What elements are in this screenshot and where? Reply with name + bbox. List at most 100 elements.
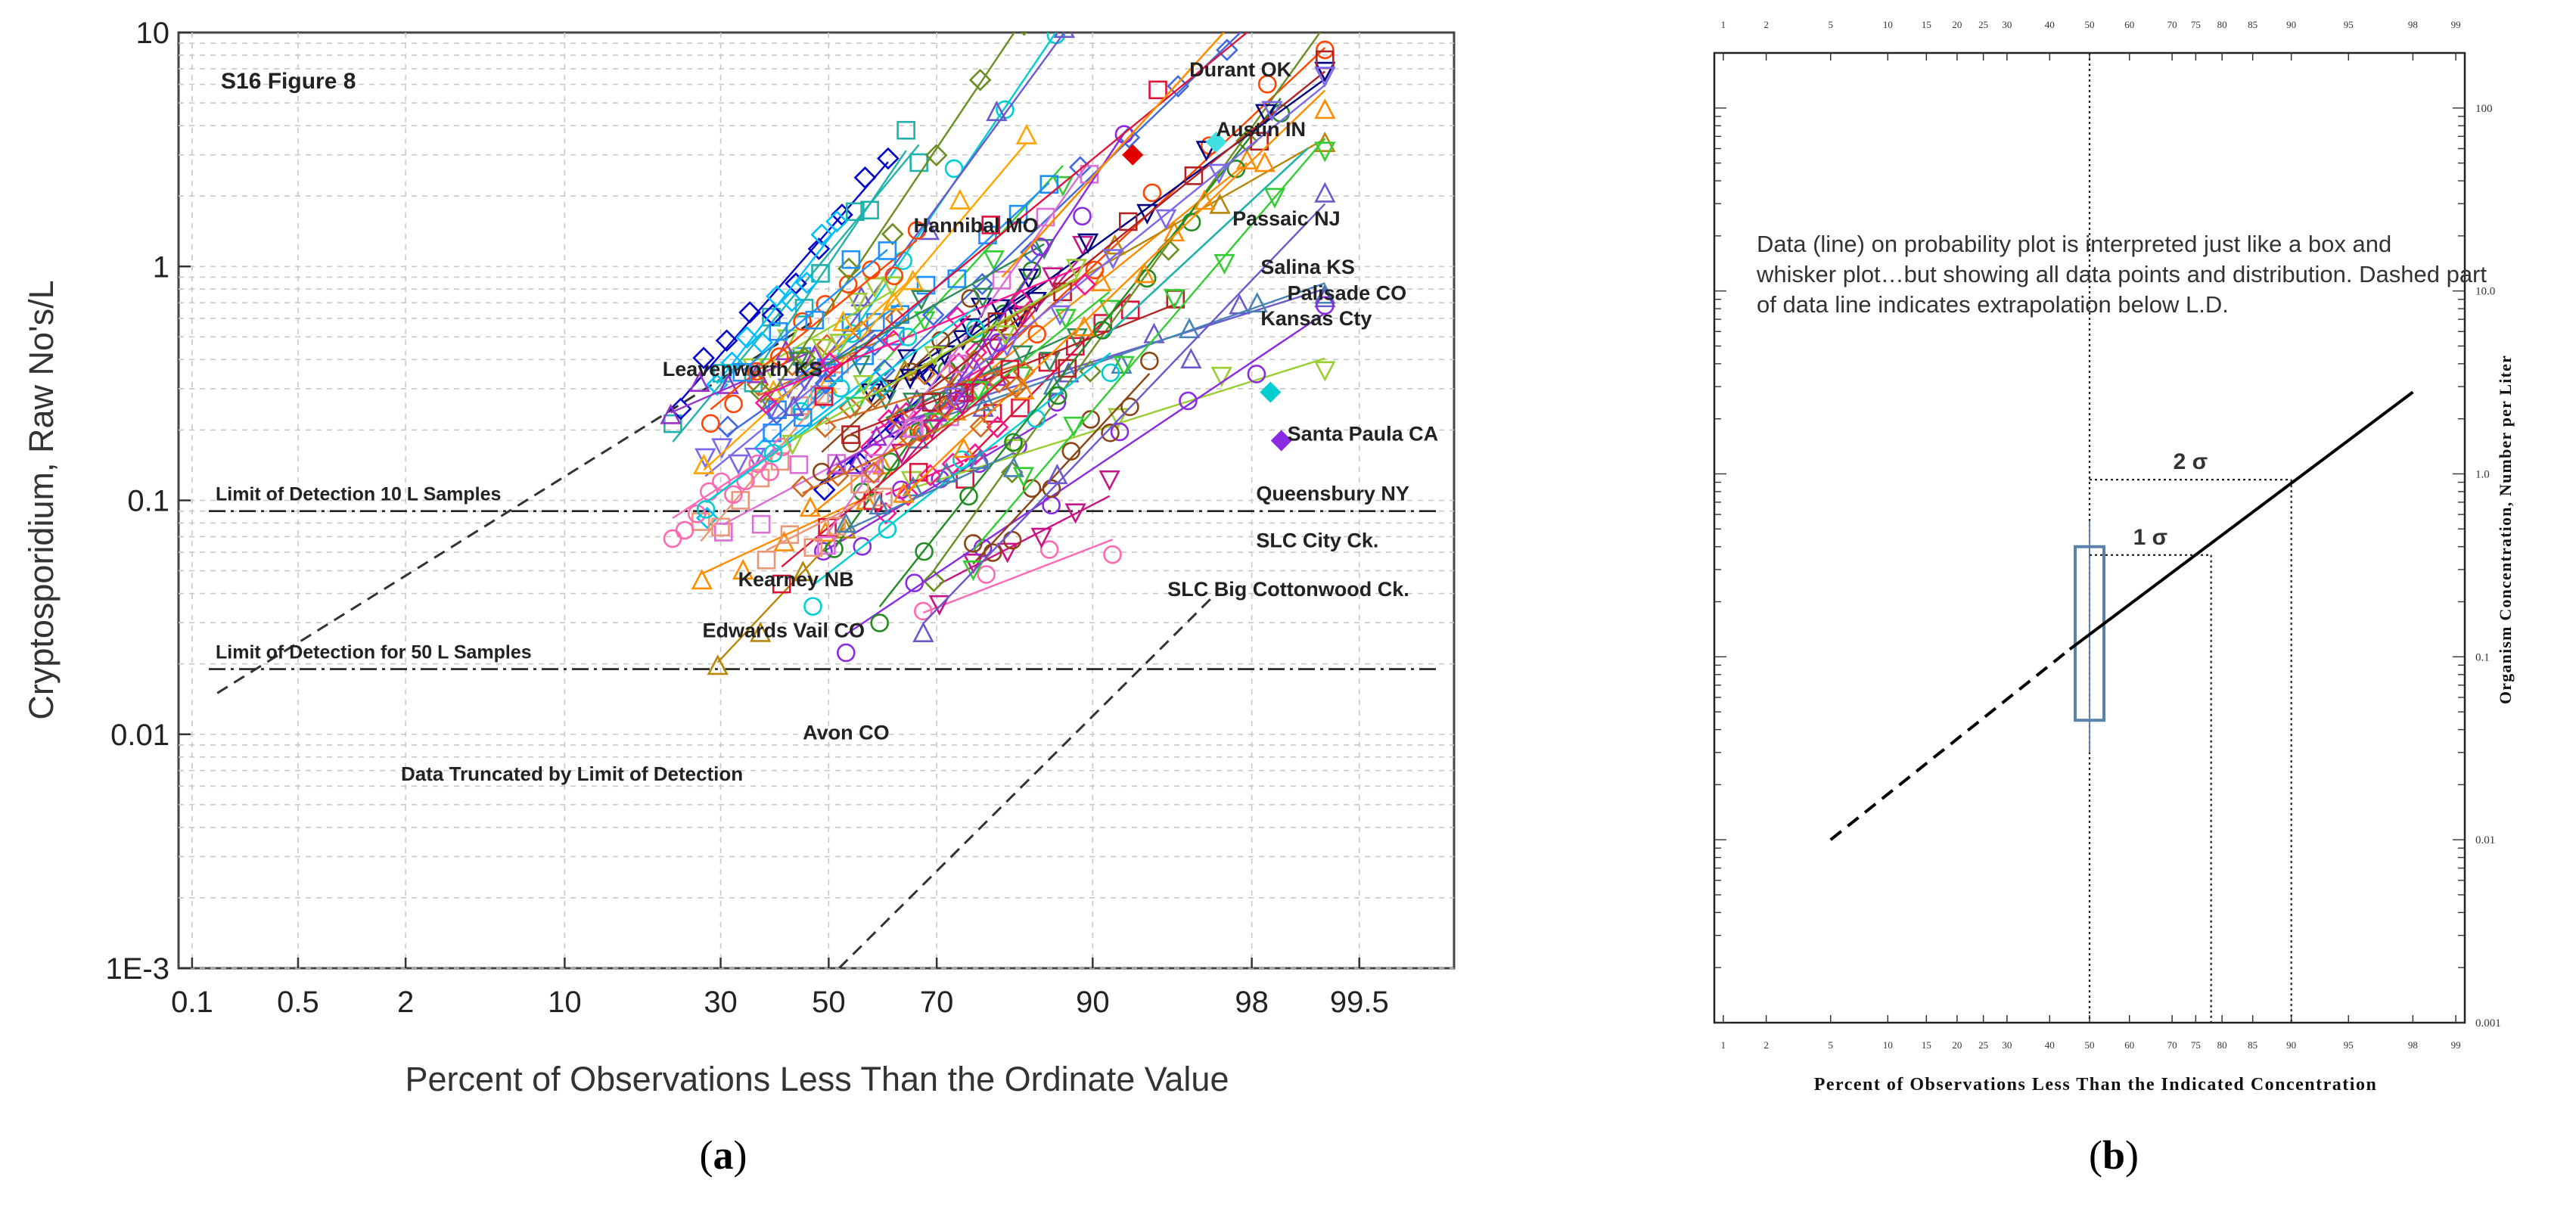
highlight-point [1122,144,1144,166]
data-point [724,485,743,505]
annotation-line-3: of data line indicates extrapolation bel… [1757,291,2229,318]
data-point [827,517,846,536]
site-label: Austin IN [1217,118,1307,141]
data-point [959,486,978,506]
site-fit-line [953,84,1326,387]
x-tick-label-b-bottom: 99 [2451,1039,2461,1051]
x-tick-label-b-top: 99 [2451,19,2461,30]
data-point [899,368,921,390]
x-tick-label-b-top: 1 [1721,19,1726,30]
data-point [946,306,969,329]
site-series [757,474,893,570]
data-point [870,613,890,632]
data-point [850,474,869,494]
site-series [693,269,924,475]
data-point [865,312,885,332]
data-point [934,396,957,419]
site-series [814,33,1249,406]
site-series [791,376,1028,498]
x-tick-label-b-top: 98 [2408,19,2418,30]
x-tick-label-b-top: 20 [1952,19,1962,30]
data-point [732,558,754,580]
data-point [1110,422,1130,442]
x-tick-label-a: 0.1 [171,986,213,1019]
data-point [1085,260,1105,280]
data-point [819,352,841,375]
data-point [1073,207,1092,226]
data-point [904,419,924,438]
data-point [1011,398,1030,418]
data-point [936,461,958,483]
site-label: Durant OK [1189,58,1292,81]
data-point [794,299,814,318]
data-point [881,276,903,297]
data-point [810,223,834,247]
data-point [693,453,715,475]
site-series [782,259,1088,456]
site-series [669,147,900,421]
data-point [811,264,830,283]
x-tick-label-b-top: 5 [1828,19,1833,30]
data-point [715,329,738,352]
data-point [983,543,1002,562]
data-point [1018,269,1039,290]
data-point [1049,305,1071,326]
data-point [896,483,920,507]
data-point [817,536,836,555]
data-point [1209,193,1231,214]
data-point [952,450,971,469]
site-fit-line [823,33,1249,381]
x-tick-label-b-bottom: 2 [1763,1039,1769,1051]
data-point [1148,80,1167,100]
site-fit-line [878,98,1282,607]
data-point [1163,289,1185,310]
gridlines-a [179,33,1454,969]
site-labels: Durant OK Austin IN Hannibal MO Passaic NJ S… [663,58,1438,744]
x-tick-label-b-top: 85 [2248,19,2257,30]
x-tick-label-b-top: 50 [2085,19,2095,30]
site-series [921,50,1335,412]
data-point [1098,470,1120,492]
data-point [1065,259,1088,280]
site-label: Queensbury NY [1256,483,1409,505]
data-point [964,443,987,466]
y-axis-title-b: Organism Concentration, Number per Liter [2496,355,2515,704]
site-series [691,489,878,590]
site-fit-line [716,526,847,663]
x-tick-label-b-bottom: 80 [2217,1039,2227,1051]
data-point [705,373,729,396]
y-tick-label-b: 1.0 [2475,468,2490,480]
data-point [807,238,831,260]
data-point [1194,189,1216,210]
data-point [1030,527,1052,548]
data-point [1013,378,1035,400]
data-point [738,301,761,324]
site-fit-line [1001,33,1226,278]
truncation-note: Data Truncated by Limit of Detection [401,762,743,785]
data-point [1074,273,1096,297]
data-point [918,464,942,487]
data-point [828,334,851,355]
data-point [921,303,945,327]
data-point [915,542,934,561]
data-point [1254,151,1276,172]
data-point [962,553,984,574]
site-fit-line [909,78,1326,382]
data-point [1000,359,1020,379]
y-tick-label-b: 0.1 [2475,651,2490,663]
x-tick-label-b-bottom: 30 [2002,1039,2012,1051]
data-point [1090,270,1112,292]
data-point [707,654,729,675]
x-tick-label-b-bottom: 98 [2408,1039,2418,1051]
data-point [1314,61,1336,82]
data-point [924,144,948,167]
data-point [877,147,900,170]
x-tick-label-b-bottom: 85 [2248,1039,2257,1051]
data-point [916,275,936,295]
data-point [994,325,1017,346]
x-tick-label-b-bottom: 50 [2085,1039,2095,1051]
data-point [763,423,782,443]
chart-panel-b: 1122551010151520202525303040405050606070… [1713,19,2515,1178]
data-point [964,534,983,553]
data-point [1005,376,1028,399]
